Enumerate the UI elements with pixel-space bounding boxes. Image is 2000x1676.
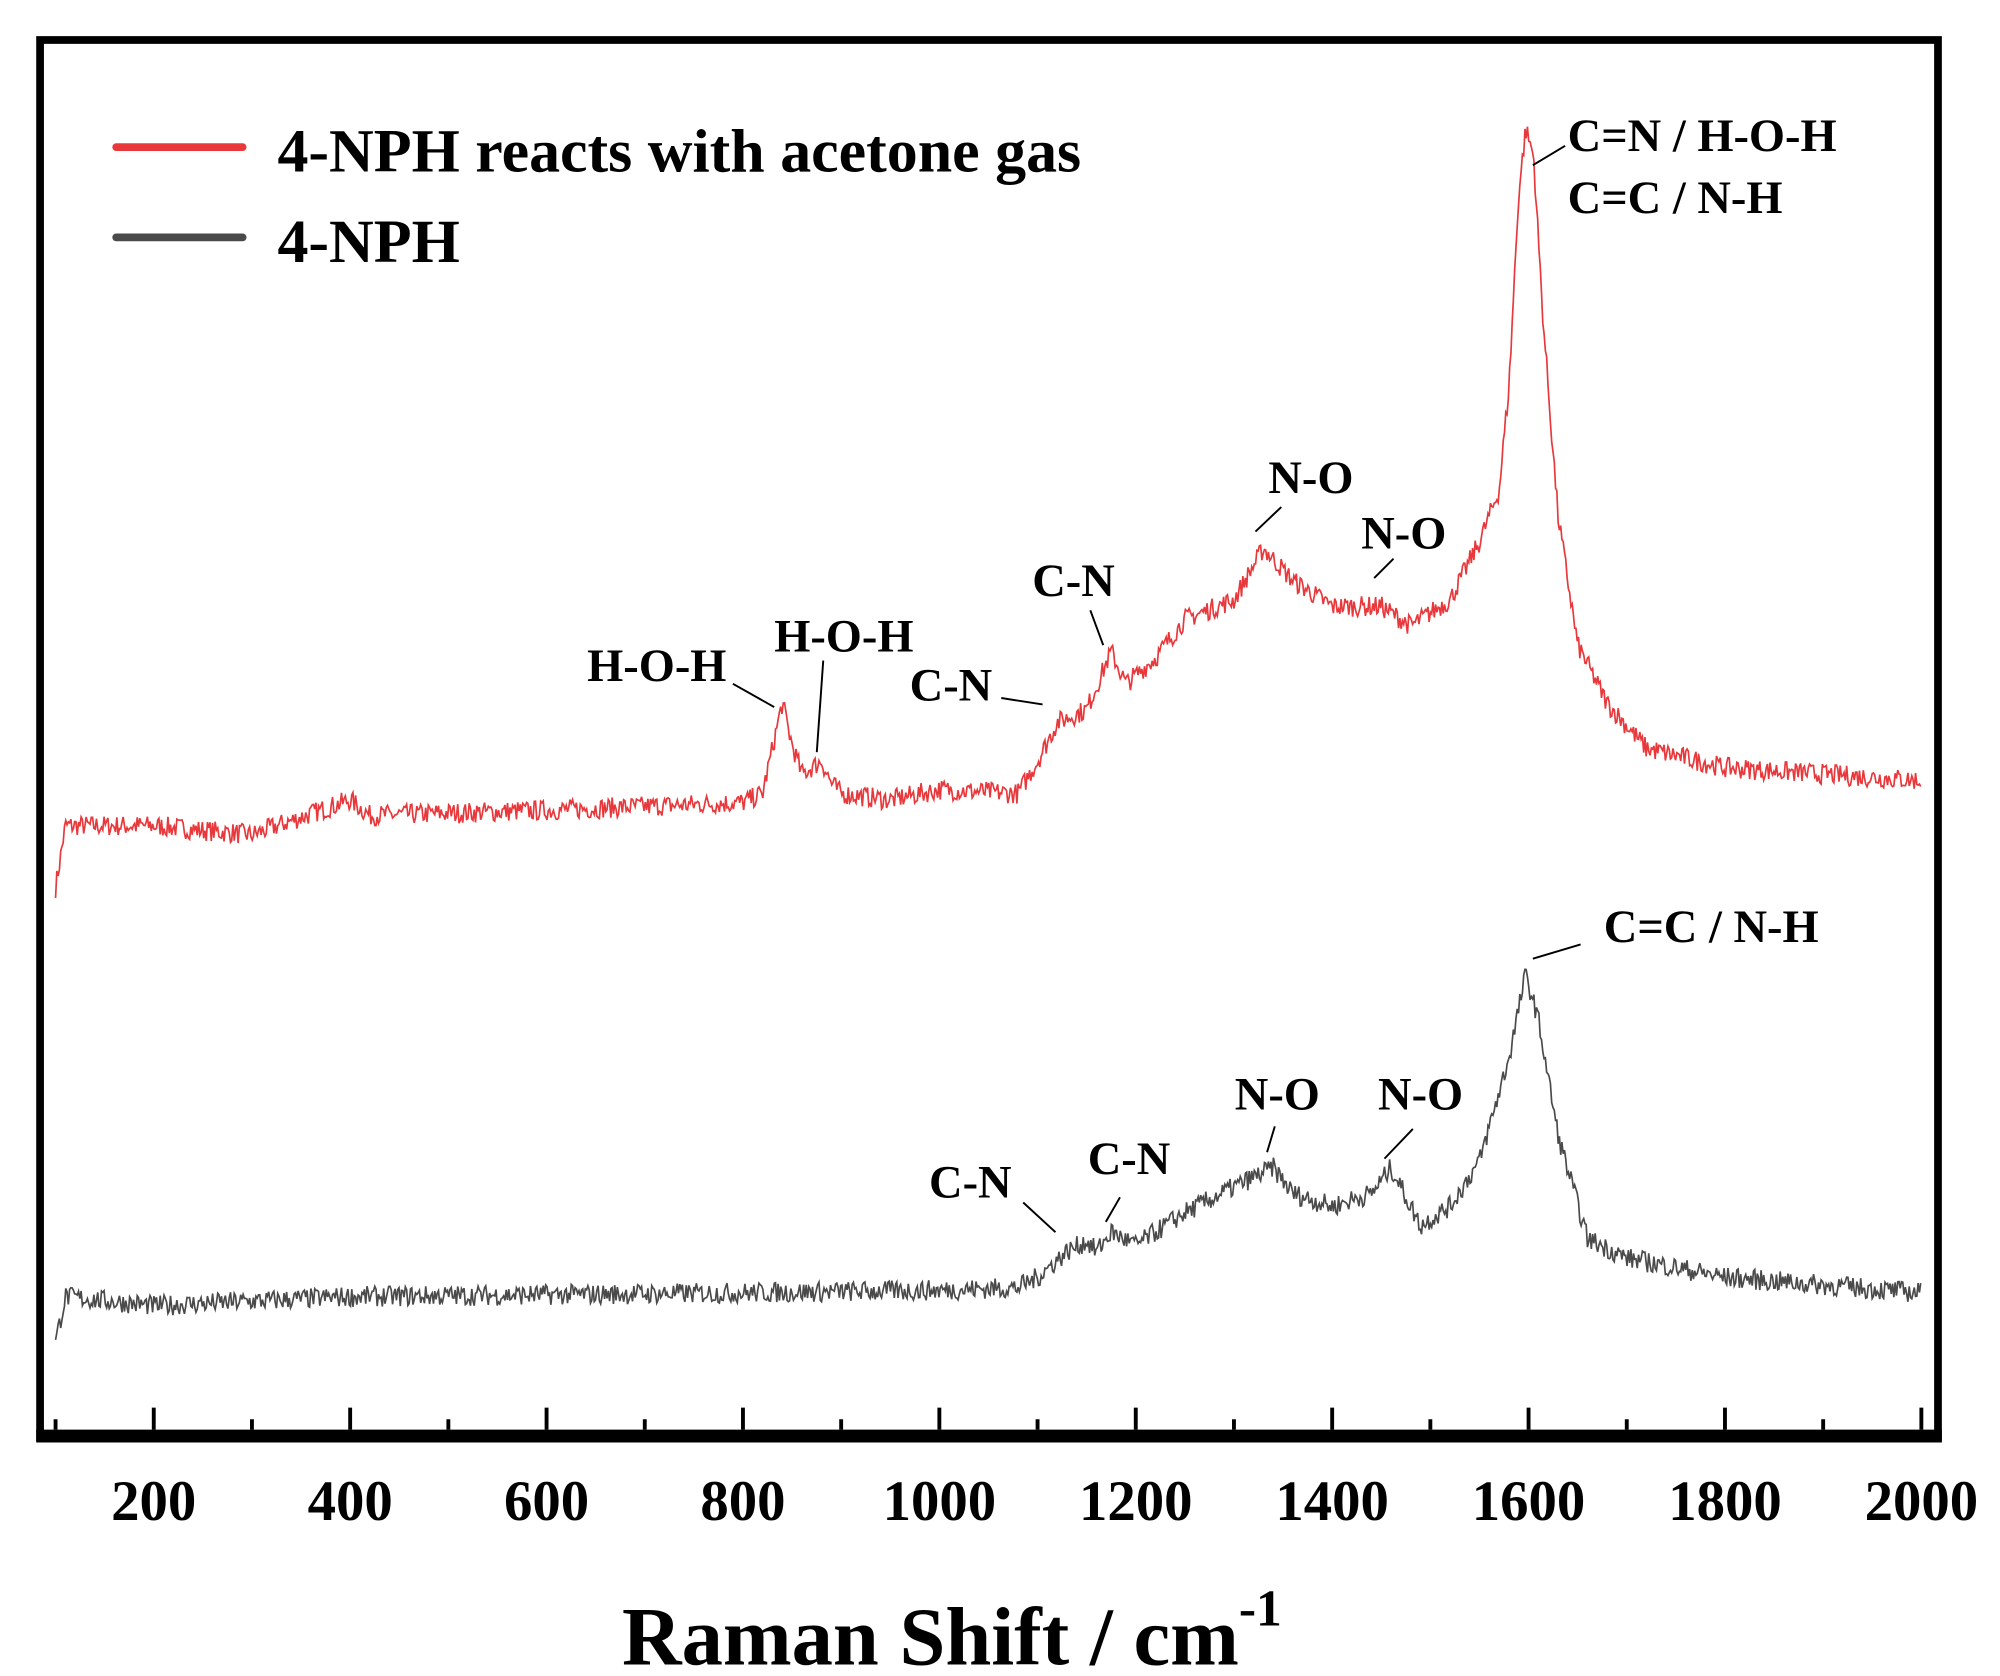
x-tick-label: 800 bbox=[700, 1470, 785, 1533]
peak-annotation: C=C / N-H bbox=[1568, 173, 1783, 224]
peak-annotation: N-O bbox=[1235, 1070, 1320, 1121]
x-tick-label: 600 bbox=[504, 1470, 589, 1533]
annotation-leader-line bbox=[1383, 1128, 1414, 1160]
series-layer bbox=[54, 126, 1922, 1341]
peak-annotation: H-O-H bbox=[587, 641, 726, 692]
annotation-leader-line bbox=[1373, 557, 1395, 579]
annotation-layer: H-O-HH-O-HC-NC-NN-ON-OC=N / H-O-HC=C / N… bbox=[587, 111, 1837, 1233]
x-tick-label: 1000 bbox=[883, 1470, 997, 1533]
peak-annotation: C-N bbox=[1088, 1134, 1171, 1185]
annotation-leader-line bbox=[1532, 943, 1581, 960]
legend-label-4nph: 4-NPH bbox=[277, 208, 459, 276]
annotation-leader-line bbox=[1532, 144, 1566, 166]
series-line-0 bbox=[54, 126, 1922, 899]
annotation-leader-line bbox=[1089, 609, 1105, 646]
x-ticks: 200 400 600 800 1000 1200 1400 1600 1800 2000 bbox=[53, 1407, 1979, 1533]
x-tick-label: 1600 bbox=[1472, 1470, 1586, 1533]
peak-annotation: C=C / N-H bbox=[1604, 902, 1819, 953]
annotation-leader-line bbox=[1266, 1126, 1276, 1153]
peak-annotation: C-N bbox=[910, 661, 993, 712]
peak-annotation: N-O bbox=[1268, 453, 1353, 504]
peak-annotation: C-N bbox=[1032, 556, 1115, 607]
annotation-leader-line bbox=[1254, 506, 1282, 533]
annotation-leader-line bbox=[815, 660, 825, 753]
peak-annotation: N-O bbox=[1361, 508, 1446, 559]
x-axis-title-superscript: -1 bbox=[1239, 1581, 1282, 1638]
annotation-leader-line bbox=[732, 682, 775, 708]
x-tick-label: 200 bbox=[111, 1470, 196, 1533]
series-line-1 bbox=[54, 968, 1922, 1341]
x-tick-label: 400 bbox=[308, 1470, 393, 1533]
annotation-leader-line bbox=[1001, 697, 1043, 706]
x-tick-label: 2000 bbox=[1865, 1470, 1979, 1533]
peak-annotation: H-O-H bbox=[774, 612, 913, 663]
legend-label-reacted: 4-NPH reacts with acetone gas bbox=[277, 118, 1081, 186]
x-tick-label: 1400 bbox=[1275, 1470, 1389, 1533]
x-axis-title: Raman Shift / cm-1 bbox=[622, 1581, 1282, 1676]
annotation-leader-line bbox=[1022, 1201, 1057, 1233]
x-tick-label: 1200 bbox=[1079, 1470, 1193, 1533]
x-tick-label: 1800 bbox=[1668, 1470, 1782, 1533]
peak-annotation: C-N bbox=[929, 1157, 1012, 1208]
legend: 4-NPH reacts with acetone gas 4-NPH bbox=[112, 118, 1081, 276]
annotation-leader-line bbox=[1104, 1196, 1121, 1223]
x-axis-title-text: Raman Shift / cm bbox=[622, 1590, 1239, 1676]
peak-annotation: C=N / H-O-H bbox=[1568, 111, 1837, 162]
peak-annotation: N-O bbox=[1378, 1070, 1463, 1121]
